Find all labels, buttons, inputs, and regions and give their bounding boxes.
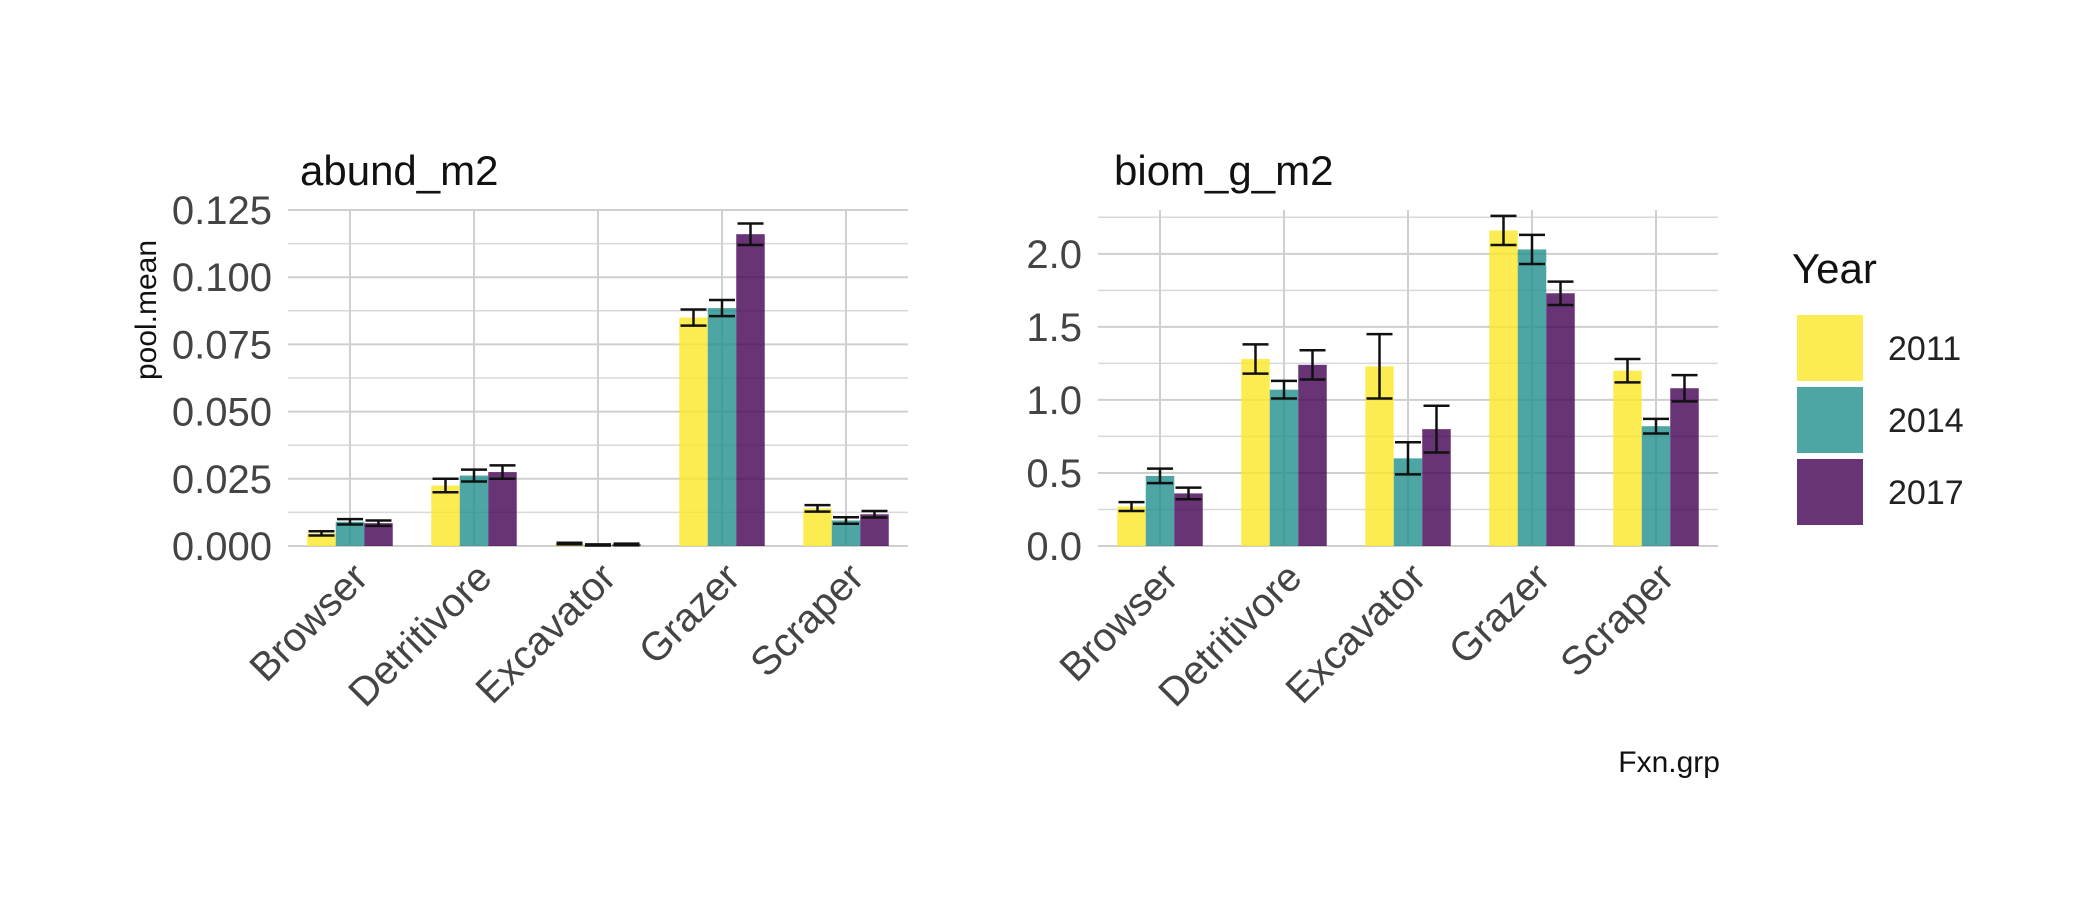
y-axis-title: pool.mean	[130, 240, 163, 380]
y-tick-label: 0.000	[172, 525, 272, 569]
legend-label-2017: 2017	[1888, 474, 1964, 512]
bar-abund_m2-Browser-2014	[335, 521, 365, 546]
errorbar-abund_m2-Scraper-2017	[861, 509, 888, 519]
errorbar-abund_m2-Browser-2014	[337, 517, 363, 526]
y-tick-label: 0.5	[1026, 452, 1082, 496]
panel-biom_g_m2: 0.00.51.01.52.0BrowserDetritivoreExcavat…	[1026, 147, 1718, 715]
errorbar-abund_m2-Excavator-2011	[556, 541, 583, 546]
errorbar-biom_g_m2-Browser-2011	[1118, 500, 1145, 513]
bar-biom_g_m2-Grazer-2014	[1517, 249, 1547, 546]
errorbar-abund_m2-Grazer-2014	[709, 298, 735, 318]
bar-abund_m2-Grazer-2014	[707, 308, 737, 546]
bar-biom_g_m2-Scraper-2011	[1613, 370, 1642, 546]
x-axis-title: Fxn.grp	[1618, 746, 1720, 779]
bar-biom_g_m2-Detritivore-2011	[1241, 359, 1270, 546]
bar-abund_m2-Grazer-2017	[736, 234, 765, 546]
errorbar-abund_m2-Excavator-2017	[613, 542, 640, 547]
bar-abund_m2-Detritivore-2011	[431, 485, 460, 546]
bar-biom_g_m2-Scraper-2017	[1670, 388, 1699, 546]
errorbar-biom_g_m2-Grazer-2014	[1519, 233, 1545, 266]
errorbar-abund_m2-Scraper-2011	[804, 503, 831, 513]
x-tick-label: Grazer	[631, 555, 749, 673]
panel-abund_m2: 0.0000.0250.0500.0750.1000.125BrowserDet…	[172, 147, 908, 715]
y-tick-label: 0.050	[172, 391, 272, 435]
errorbar-biom_g_m2-Excavator-2011	[1366, 332, 1393, 400]
errorbar-abund_m2-Detritivore-2017	[489, 464, 516, 481]
errorbar-biom_g_m2-Scraper-2017	[1671, 373, 1698, 403]
bar-biom_g_m2-Grazer-2011	[1489, 230, 1518, 546]
errorbar-biom_g_m2-Scraper-2011	[1614, 357, 1641, 384]
bar-biom_g_m2-Browser-2011	[1117, 506, 1146, 546]
legend-label-2014: 2014	[1888, 402, 1964, 440]
bar-abund_m2-Detritivore-2017	[488, 472, 517, 546]
errorbar-abund_m2-Browser-2017	[365, 519, 392, 528]
legend-key-2017	[1797, 459, 1863, 525]
legend: Year 2011 2014 2017	[1792, 245, 1964, 525]
y-tick-label: 0.100	[172, 256, 272, 300]
errorbar-biom_g_m2-Scraper-2014	[1643, 417, 1669, 435]
errorbar-abund_m2-Excavator-2014	[585, 543, 611, 547]
errorbar-biom_g_m2-Grazer-2017	[1547, 280, 1574, 307]
bar-abund_m2-Scraper-2017	[860, 514, 889, 546]
errorbar-abund_m2-Grazer-2017	[737, 222, 764, 247]
bar-biom_g_m2-Detritivore-2014	[1269, 389, 1299, 546]
panels-layer: 0.0000.0250.0500.0750.1000.125BrowserDet…	[172, 147, 1718, 715]
bar-abund_m2-Grazer-2011	[679, 317, 708, 546]
bar-abund_m2-Browser-2017	[364, 523, 393, 546]
errorbar-biom_g_m2-Detritivore-2017	[1299, 348, 1326, 381]
errorbar-biom_g_m2-Browser-2014	[1147, 467, 1173, 485]
y-tick-label: 0.0	[1026, 525, 1082, 569]
y-tick-label: 0.025	[172, 458, 272, 502]
errorbar-biom_g_m2-Detritivore-2014	[1271, 379, 1297, 400]
bar-biom_g_m2-Detritivore-2017	[1298, 364, 1327, 546]
legend-title: Year	[1792, 245, 1877, 292]
errorbar-abund_m2-Browser-2011	[308, 529, 335, 537]
x-tick-label: Scraper	[1552, 555, 1682, 685]
x-tick-label: Grazer	[1441, 555, 1559, 673]
bar-biom_g_m2-Browser-2017	[1174, 493, 1203, 546]
panel-title: abund_m2	[300, 147, 499, 194]
y-tick-label: 0.125	[172, 189, 272, 233]
errorbar-abund_m2-Detritivore-2011	[432, 477, 459, 494]
errorbar-biom_g_m2-Excavator-2017	[1423, 404, 1450, 454]
bar-biom_g_m2-Scraper-2014	[1641, 426, 1671, 546]
legend-key-2014	[1797, 387, 1863, 453]
errorbar-abund_m2-Detritivore-2014	[461, 468, 487, 483]
errorbar-biom_g_m2-Browser-2017	[1175, 486, 1202, 501]
errorbar-biom_g_m2-Grazer-2011	[1490, 214, 1517, 247]
errorbar-abund_m2-Scraper-2014	[833, 515, 859, 525]
bar-abund_m2-Detritivore-2014	[459, 475, 489, 546]
legend-key-2011	[1797, 315, 1863, 381]
legend-label-2011: 2011	[1888, 330, 1961, 368]
bar-abund_m2-Scraper-2011	[803, 508, 832, 546]
errorbar-biom_g_m2-Excavator-2014	[1395, 441, 1421, 476]
panel-title: biom_g_m2	[1114, 147, 1333, 194]
bar-biom_g_m2-Browser-2014	[1145, 475, 1175, 546]
y-tick-label: 2.0	[1026, 233, 1082, 277]
x-tick-label: Scraper	[742, 555, 872, 685]
y-tick-label: 0.075	[172, 323, 272, 367]
bar-biom_g_m2-Grazer-2017	[1546, 293, 1575, 546]
y-tick-label: 1.5	[1026, 306, 1082, 350]
errorbar-biom_g_m2-Detritivore-2011	[1242, 343, 1269, 375]
errorbar-abund_m2-Grazer-2011	[680, 308, 707, 327]
y-tick-label: 1.0	[1026, 379, 1082, 423]
